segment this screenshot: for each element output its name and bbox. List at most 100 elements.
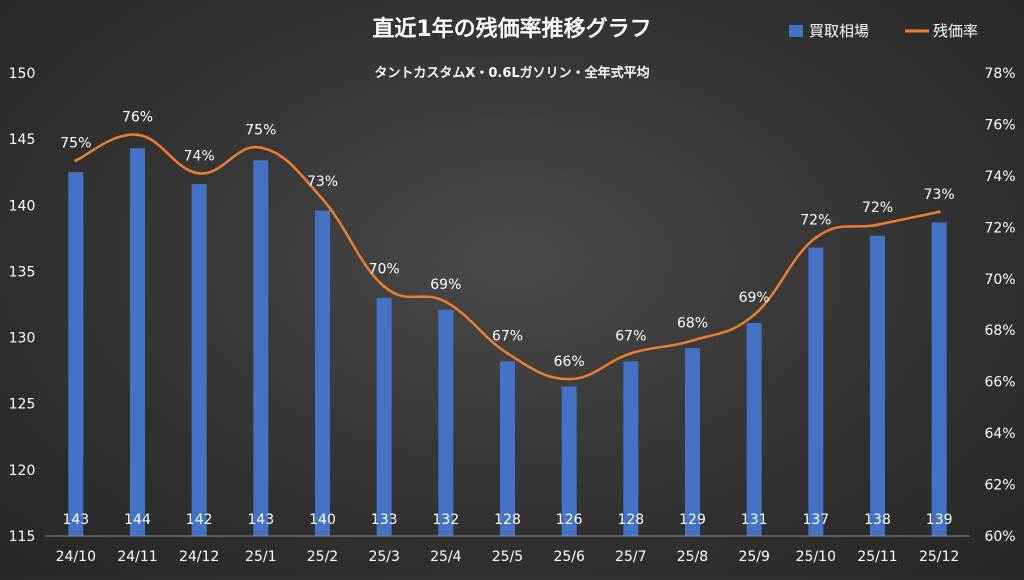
x-tick-label: 25/9 xyxy=(738,549,769,565)
x-tick-label: 24/11 xyxy=(117,549,157,565)
axes: 115 120 125 130 135 140 145 150 60% 62% 64% 66% 68% 7… xyxy=(9,66,1016,565)
y-left-tick-label: 115 xyxy=(9,529,36,545)
line-value-label: 74% xyxy=(184,148,215,164)
bar-value-label: 144 xyxy=(124,512,151,528)
y-right-tick-label: 62% xyxy=(984,478,1015,494)
bar-value-label: 128 xyxy=(494,512,521,528)
x-tick-label: 25/6 xyxy=(553,549,585,565)
bar-value-label: 143 xyxy=(247,512,274,528)
chart-subtitle: タントカスタムX・0.6Lガソリン・全年式平均 xyxy=(374,65,649,81)
bar xyxy=(68,172,84,536)
x-tick-label: 24/12 xyxy=(179,549,219,565)
line-point xyxy=(629,351,633,355)
line-point xyxy=(876,223,879,227)
bar xyxy=(253,160,269,536)
bar-value-label: 142 xyxy=(186,512,213,528)
bar xyxy=(130,148,145,536)
bar xyxy=(500,361,515,536)
bar xyxy=(931,222,947,537)
line-point xyxy=(506,351,509,355)
bar xyxy=(438,309,454,536)
line-path xyxy=(75,133,940,381)
bar-value-label: 128 xyxy=(617,512,644,528)
bar-value-label: 138 xyxy=(864,512,891,528)
bar xyxy=(191,184,207,536)
y-right-tick-label: 64% xyxy=(984,426,1015,442)
line-point xyxy=(567,377,571,381)
bar-value-label: 133 xyxy=(371,512,398,528)
y-left-tick-label: 150 xyxy=(9,66,36,82)
line-point xyxy=(321,197,324,201)
line-value-label: 69% xyxy=(430,277,461,293)
x-tick-label: 25/2 xyxy=(307,549,338,565)
line-value-label: 68% xyxy=(677,316,708,332)
y-right-tick-label: 78% xyxy=(984,66,1015,82)
y-left-tick-label: 130 xyxy=(9,331,36,347)
bar xyxy=(746,323,762,536)
y-right-tick-label: 66% xyxy=(984,375,1015,391)
bar-value-label: 139 xyxy=(926,512,953,528)
line-point xyxy=(136,133,139,137)
y-right-tick-label: 60% xyxy=(984,529,1015,545)
bar-value-label: 126 xyxy=(556,512,583,528)
legend-line-label: 残価率 xyxy=(933,22,978,40)
y-left-tick-label: 140 xyxy=(9,198,36,214)
x-tick-label: 25/7 xyxy=(615,549,646,565)
bar-value-label: 131 xyxy=(741,512,768,528)
line-value-label: 73% xyxy=(307,174,338,190)
legend-bar-label: 買取相場 xyxy=(809,22,869,40)
y-right-tick-label: 76% xyxy=(984,117,1015,133)
bar xyxy=(315,210,330,536)
bar xyxy=(623,361,639,536)
x-tick-label: 25/3 xyxy=(368,549,399,565)
y-left-tick-label: 125 xyxy=(9,397,36,413)
y-right-tick-label: 72% xyxy=(984,220,1015,236)
line-value-label: 75% xyxy=(60,135,91,151)
line-value-label: 70% xyxy=(369,261,400,277)
line-point xyxy=(197,171,201,175)
bar xyxy=(685,348,700,536)
line-point xyxy=(937,210,941,214)
y-right-tick-label: 68% xyxy=(984,323,1015,339)
bar-value-label: 132 xyxy=(432,512,459,528)
bar-value-label: 137 xyxy=(802,512,829,528)
chart-title: 直近1年の残価率推移グラフ xyxy=(372,16,651,42)
line-point xyxy=(691,339,694,343)
x-tick-label: 25/4 xyxy=(430,549,462,565)
y-left-tick-label: 145 xyxy=(9,132,36,148)
line-value-label: 73% xyxy=(924,187,955,203)
y-right-tick-label: 74% xyxy=(984,169,1015,185)
x-tick-label: 25/10 xyxy=(796,549,836,565)
line-value-label: 76% xyxy=(122,110,153,126)
line-series xyxy=(74,133,941,381)
line-value-label: 72% xyxy=(800,213,831,229)
x-tick-label: 25/11 xyxy=(857,549,897,565)
bar xyxy=(808,247,824,537)
line-value-label: 72% xyxy=(862,200,893,216)
x-tick-label: 24/10 xyxy=(56,549,96,565)
line-point xyxy=(752,313,756,317)
legend-bar-swatch xyxy=(789,25,803,37)
bar-value-label: 140 xyxy=(309,512,336,528)
line-point xyxy=(444,300,448,304)
x-tick-label: 25/5 xyxy=(492,549,523,565)
line-point xyxy=(259,146,263,150)
line-value-label: 69% xyxy=(739,290,770,306)
line-point xyxy=(814,236,818,240)
bar-value-label: 143 xyxy=(62,512,89,528)
legend: 買取相場 残価率 xyxy=(789,22,978,40)
line-value-label: 75% xyxy=(245,123,276,139)
line-point xyxy=(74,158,78,162)
bar xyxy=(561,386,577,536)
x-tick-label: 25/12 xyxy=(919,549,959,565)
x-tick-label: 25/8 xyxy=(677,549,708,565)
y-right-tick-label: 70% xyxy=(984,272,1015,288)
bar-series xyxy=(68,148,947,537)
line-point xyxy=(382,284,386,288)
bar xyxy=(870,235,885,536)
y-left-tick-label: 120 xyxy=(9,463,36,479)
y-left-tick-label: 135 xyxy=(9,264,36,280)
bar xyxy=(376,297,392,536)
